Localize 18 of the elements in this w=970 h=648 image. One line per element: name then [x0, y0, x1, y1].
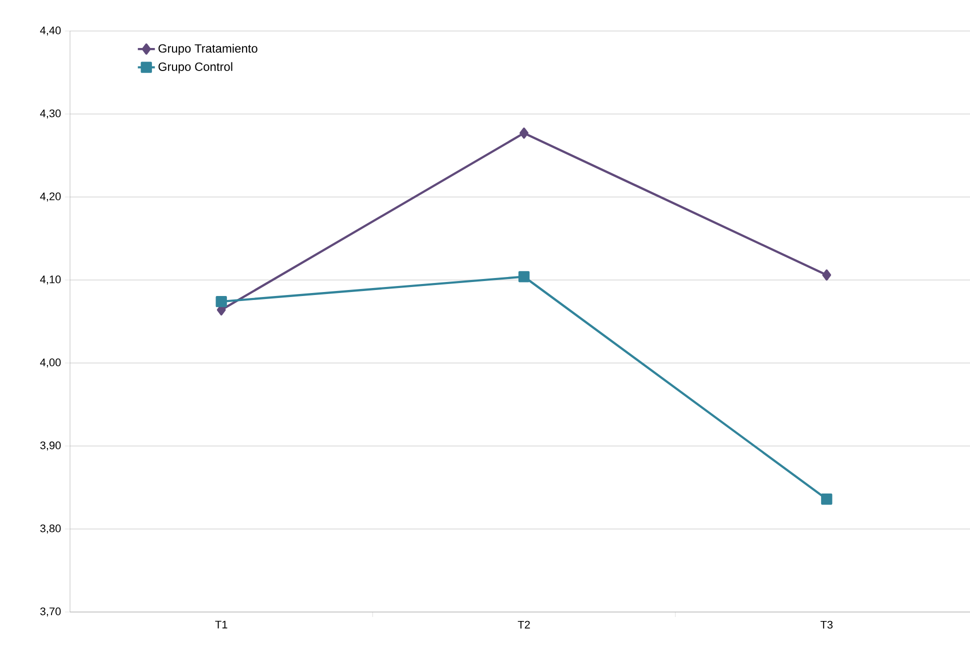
legend-label: Grupo Control: [158, 62, 232, 74]
point: [216, 296, 227, 308]
y-tick-label: 3,80: [40, 524, 61, 534]
point: [518, 271, 530, 282]
y-tick-label: 3,90: [40, 441, 61, 451]
x-tick-label: T3: [820, 620, 833, 629]
y-tick-label: 4,10: [40, 275, 61, 285]
point: [520, 128, 528, 139]
x-tick-label: T1: [215, 620, 228, 628]
y-tick-label: 3,70: [40, 607, 61, 617]
y-tick-label: 4,20: [40, 192, 61, 202]
y-tick-label: 4,30: [40, 109, 61, 119]
legend-label: Grupo Tratamiento: [158, 44, 258, 56]
point: [821, 494, 832, 505]
x-tick-label: T2: [518, 620, 530, 628]
point: [822, 269, 832, 281]
y-tick-label: 4,00: [40, 358, 61, 368]
y-tick-label: 4,40: [40, 26, 61, 36]
